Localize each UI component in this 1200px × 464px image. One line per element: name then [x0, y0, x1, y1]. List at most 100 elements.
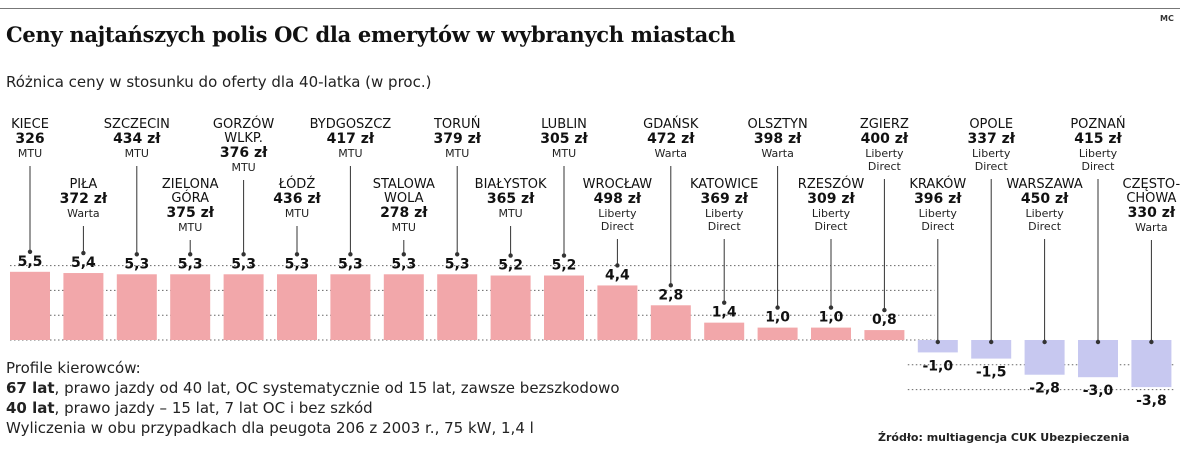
leader-dot	[1042, 339, 1047, 345]
insurer-label: Direct	[921, 220, 955, 233]
leader-dot	[455, 252, 460, 257]
insurer-label: Liberty	[598, 207, 637, 220]
city-name: POZNAŃ	[1070, 116, 1125, 132]
price-label: 305 zł	[540, 131, 588, 147]
value-label: 1,0	[765, 310, 790, 326]
insurer-label: Liberty	[919, 207, 958, 220]
value-label: -3,0	[1083, 383, 1114, 399]
insurer-label: Liberty	[865, 147, 904, 160]
insurer-label: Warta	[761, 147, 794, 160]
bar	[277, 274, 317, 340]
leader-dot	[401, 252, 406, 257]
city-name: CZĘSTO-	[1123, 177, 1181, 192]
insurer-label: MTU	[285, 207, 309, 220]
bar	[917, 340, 958, 353]
leader-dot	[81, 250, 86, 256]
value-label: 0,8	[872, 312, 897, 328]
insurer-label: Liberty	[705, 207, 744, 220]
bar	[864, 330, 905, 340]
city-name: ŁÓDŹ	[278, 176, 316, 192]
insurer-label: MTU	[552, 147, 576, 160]
city-name: OPOLE	[969, 117, 1013, 132]
value-label: 4,4	[605, 267, 630, 283]
price-label: 434 zł	[113, 131, 161, 147]
price-label: 415 zł	[1074, 131, 1122, 147]
chart-subtitle: Różnica ceny w stosunku do oferty dla 40…	[6, 73, 432, 91]
price-label: 396 zł	[914, 191, 962, 207]
value-label: 5,3	[391, 256, 416, 272]
city-name: WLKP.	[224, 131, 263, 146]
insurer-label: Direct	[601, 220, 635, 233]
leader-dot	[1095, 339, 1101, 345]
city-name: GORZÓW	[213, 116, 274, 132]
top-rule	[0, 8, 1180, 9]
price-label: 369 zł	[700, 191, 748, 207]
value-label: 1,4	[712, 305, 737, 321]
city-name: KRAKÓW	[909, 176, 966, 192]
profile-67-age: 67 lat	[6, 379, 55, 397]
value-label: 5,3	[178, 256, 203, 272]
bar	[597, 285, 638, 340]
city-name: WROCŁAW	[583, 177, 653, 192]
bar	[704, 322, 745, 340]
insurer-label: Liberty	[972, 147, 1011, 160]
leader-dot	[294, 252, 300, 257]
bar	[1024, 340, 1065, 375]
city-name: STALOWA	[373, 177, 435, 192]
value-label: 5,2	[552, 258, 577, 274]
corner-mark: MC	[1160, 14, 1174, 23]
city-name: KATOWICE	[690, 177, 758, 192]
leader-dot	[722, 300, 727, 305]
insurer-label: Direct	[1028, 220, 1062, 233]
bar	[811, 327, 851, 340]
insurer-label: MTU	[498, 207, 522, 220]
leader-dot	[134, 252, 139, 257]
value-label: 5,2	[498, 258, 523, 274]
value-label: -3,8	[1136, 393, 1167, 409]
value-label: 5,3	[124, 256, 149, 272]
value-label: 5,3	[445, 256, 470, 272]
price-label: 337 zł	[967, 131, 1015, 147]
leader-dot	[241, 252, 246, 257]
city-name: WARSZAWA	[1006, 177, 1083, 192]
city-name: SZCZECIN	[104, 117, 170, 132]
bar	[757, 327, 798, 340]
price-label: 450 zł	[1021, 191, 1069, 207]
city-name: WOLA	[384, 191, 424, 206]
bar	[330, 274, 371, 340]
insurer-label: Direct	[868, 160, 902, 173]
insurer-label: Warta	[67, 207, 100, 220]
profile-40: 40 lat, prawo jazdy – 15 lat, 7 lat OC i…	[6, 398, 620, 418]
profile-40-age: 40 lat	[6, 399, 55, 417]
city-name: OLSZTYN	[747, 117, 807, 132]
profile-40-desc: , prawo jazdy – 15 lat, 7 lat OC i bez s…	[54, 399, 373, 417]
profile-67: 67 lat, prawo jazdy od 40 lat, OC system…	[6, 378, 620, 398]
price-label: 472 zł	[647, 131, 695, 147]
bar	[383, 274, 424, 340]
value-label: -1,0	[922, 358, 953, 374]
insurer-label: Liberty	[1025, 207, 1064, 220]
bar	[437, 274, 478, 340]
price-label: 309 zł	[807, 191, 855, 207]
city-name: GÓRA	[171, 190, 209, 206]
price-label: 498 zł	[594, 191, 642, 207]
price-label: 379 zł	[433, 131, 481, 147]
insurer-label: MTU	[18, 147, 42, 160]
bar	[490, 275, 531, 340]
city-name: KIECE	[11, 117, 49, 132]
price-label: 436 zł	[273, 191, 321, 207]
price-label: 326	[15, 131, 44, 147]
price-label: 372 zł	[60, 191, 108, 207]
insurer-label: MTU	[445, 147, 469, 160]
price-label: 375 zł	[166, 205, 214, 221]
insurer-label: Liberty	[812, 207, 851, 220]
insurer-label: MTU	[392, 221, 416, 234]
bar	[650, 305, 691, 340]
bar	[223, 274, 264, 340]
leader-dot	[615, 263, 620, 268]
bar	[170, 274, 211, 340]
city-name: LUBLIN	[541, 117, 587, 132]
price-label: 376 zł	[220, 145, 268, 161]
bar	[10, 271, 50, 340]
